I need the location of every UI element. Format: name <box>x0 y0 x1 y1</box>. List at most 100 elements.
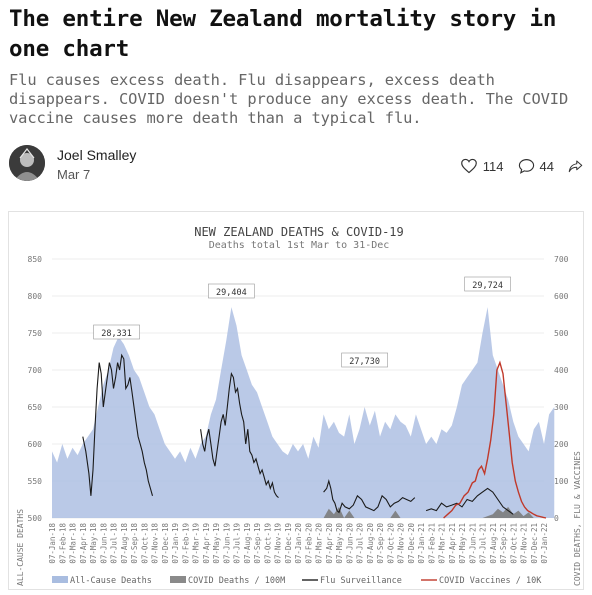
x-tick-label: 07-Nov-20 <box>397 523 406 564</box>
like-button[interactable]: 114 <box>460 158 504 174</box>
x-tick-label: 07-Nov-18 <box>151 523 160 564</box>
x-tick-label: 07-Aug-20 <box>366 523 375 564</box>
x-tick-label: 07-May-21 <box>458 523 467 564</box>
flu-surveillance-line <box>425 487 514 515</box>
x-tick-label: 07-Nov-19 <box>274 523 283 564</box>
post-title: The entire New Zealand mortality story i… <box>9 6 557 62</box>
post-date: Mar 7 <box>57 167 91 182</box>
x-tick-label: 07-Jun-19 <box>222 523 231 564</box>
mortality-chart: NEW ZEALAND DEATHS & COVID-19 Deaths tot… <box>8 211 584 590</box>
y2-axis-label: COVID DEATHS, FLU & VACCINES <box>573 451 582 586</box>
x-tick-label: 07-Aug-18 <box>120 523 129 564</box>
x-tick-label: 07-Feb-21 <box>427 523 436 564</box>
legend-label: All-Cause Deaths <box>70 576 152 586</box>
total-annotation-box <box>208 283 255 299</box>
legend-label: COVID Vaccines / 10K <box>439 576 542 586</box>
y-axis-label: ALL-CAUSE DEATHS <box>16 509 25 586</box>
avatar-art <box>9 145 45 181</box>
x-tick-label: 07-Feb-19 <box>181 523 190 564</box>
comment-button[interactable]: 44 <box>518 158 554 174</box>
x-tick-label: 07-Mar-18 <box>69 523 78 564</box>
x-tick-label: 07-Feb-18 <box>58 523 67 564</box>
post-subtitle: Flu causes excess death. Flu disappears,… <box>9 71 569 127</box>
x-tick-label: 07-Dec-19 <box>284 523 293 564</box>
x-tick-label: 07-May-20 <box>335 523 344 564</box>
x-tick-label: 07-Dec-18 <box>161 523 170 564</box>
x-tick-label: 07-Jan-19 <box>171 523 180 564</box>
like-count: 114 <box>482 158 504 174</box>
x-tick-label: 07-Mar-19 <box>192 523 201 564</box>
post-actions: 114 44 <box>460 158 583 174</box>
total-annotation-label: 27,730 <box>349 357 380 367</box>
x-tick-label: 07-Jul-18 <box>110 523 119 564</box>
chart-subtitle: Deaths total 1st Mar to 31-Dec <box>209 240 390 251</box>
x-tick-label: 07-Sep-19 <box>253 523 262 564</box>
x-tick-label: 07-Mar-21 <box>438 523 447 564</box>
share-icon <box>568 160 583 173</box>
x-tick-label: 07-Jan-20 <box>294 523 303 564</box>
x-tick-label: 07-May-18 <box>89 523 98 564</box>
y2-tick-label: 300 <box>554 403 569 412</box>
y2-tick-label: 0 <box>554 514 559 523</box>
x-tick-label: 07-Nov-21 <box>520 523 529 564</box>
x-tick-label: 07-Apr-20 <box>325 523 334 564</box>
share-button[interactable] <box>568 159 583 173</box>
avatar-image[interactable] <box>9 145 45 181</box>
y2-tick-label: 700 <box>554 255 569 264</box>
heart-icon <box>460 158 477 174</box>
x-tick-label: 07-Apr-21 <box>448 523 457 564</box>
y-tick-label: 650 <box>28 403 43 412</box>
chart-title: NEW ZEALAND DEATHS & COVID-19 <box>194 225 404 239</box>
comment-icon <box>518 159 534 174</box>
y-tick-label: 750 <box>28 329 43 338</box>
x-tick-label: 07-Jun-18 <box>99 523 108 564</box>
x-tick-label: 07-May-19 <box>212 523 221 564</box>
x-tick-label: 07-Jun-20 <box>345 523 354 564</box>
total-annotation-label: 29,404 <box>216 288 247 298</box>
x-tick-label: 07-Oct-20 <box>386 523 395 564</box>
author-name[interactable]: Joel Smalley <box>57 147 137 163</box>
y-tick-label: 850 <box>28 255 43 264</box>
y2-tick-label: 400 <box>554 366 569 375</box>
y-tick-label: 700 <box>28 366 43 375</box>
x-tick-label: 07-Dec-20 <box>407 523 416 564</box>
flu-surveillance-line <box>323 478 416 514</box>
y2-tick-label: 200 <box>554 440 569 449</box>
y2-tick-label: 500 <box>554 329 569 338</box>
x-tick-label: 07-Oct-18 <box>140 523 149 564</box>
x-tick-label: 07-Aug-21 <box>489 523 498 564</box>
flu-surveillance-line <box>200 371 279 499</box>
byline: Joel Smalley Mar 7 114 44 <box>9 143 589 183</box>
x-tick-label: 07-Jul-21 <box>479 523 488 564</box>
x-tick-label: 07-Feb-20 <box>304 523 313 564</box>
flu-surveillance-line <box>82 353 154 496</box>
legend-swatch <box>170 576 186 583</box>
x-tick-label: 07-Sep-20 <box>376 523 385 564</box>
x-tick-label: 07-Jan-18 <box>48 523 57 564</box>
y-tick-label: 550 <box>28 477 43 486</box>
x-tick-label: 07-Apr-18 <box>79 523 88 564</box>
x-tick-label: 07-Aug-19 <box>243 523 252 564</box>
x-tick-label: 07-Jul-20 <box>356 523 365 564</box>
x-tick-label: 07-Sep-21 <box>499 523 508 564</box>
all-cause-deaths-area <box>52 307 555 518</box>
legend-swatch <box>52 576 68 583</box>
total-annotation-box <box>93 324 140 340</box>
x-tick-label: 07-Oct-21 <box>509 523 518 564</box>
x-tick-label: 07-Jun-21 <box>468 523 477 564</box>
covid-vaccines-line <box>443 360 547 519</box>
x-tick-label: 07-Jan-21 <box>417 523 426 564</box>
total-annotation-box <box>341 352 388 368</box>
y-tick-label: 800 <box>28 292 43 301</box>
comment-count: 44 <box>539 158 554 174</box>
x-tick-label: 07-Apr-19 <box>202 523 211 564</box>
legend-label: Flu Surveillance <box>320 576 402 586</box>
y-tick-label: 500 <box>28 514 43 523</box>
x-tick-label: 07-Jul-19 <box>233 523 242 564</box>
total-annotation-label: 28,331 <box>101 329 132 339</box>
y-tick-label: 600 <box>28 440 43 449</box>
covid-deaths-area <box>323 506 534 518</box>
chart-container: NEW ZEALAND DEATHS & COVID-19 Deaths tot… <box>8 211 584 590</box>
x-tick-label: 07-Mar-20 <box>315 523 324 564</box>
x-tick-label: 07-Jan-22 <box>540 523 549 564</box>
